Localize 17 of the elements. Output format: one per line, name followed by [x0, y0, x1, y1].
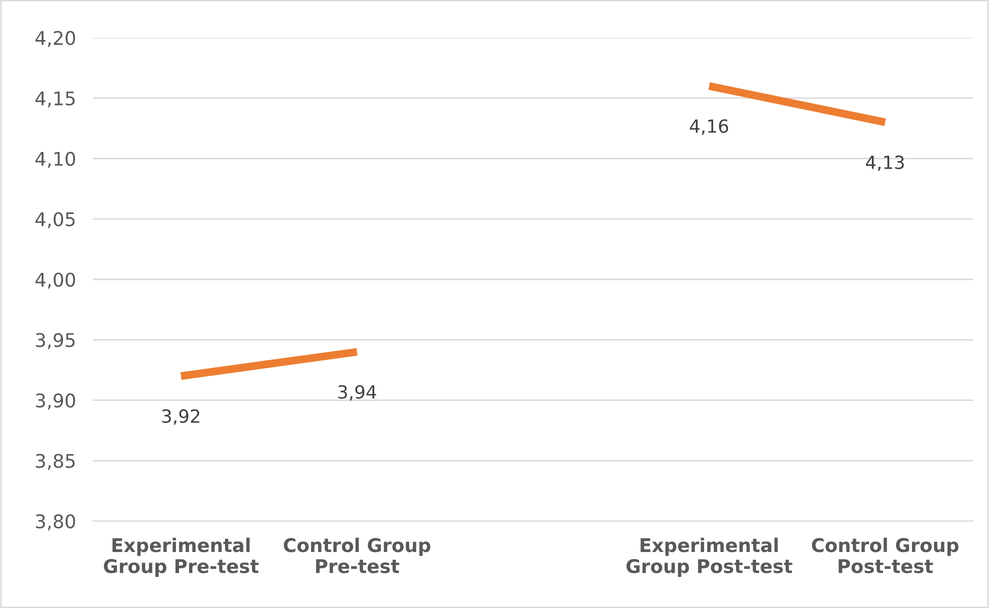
y-tick-label: 4,05: [35, 212, 75, 228]
text: 3,92: [162, 409, 200, 425]
y-tick-label: 4,00: [35, 272, 76, 289]
text: 4,13: [866, 156, 904, 172]
y-tick-label: 4,20: [35, 30, 76, 47]
y-tick-label: 3,80: [36, 514, 76, 530]
x-tick-label: Control Group Post-test: [812, 538, 958, 574]
x-tick-label: Experimental Group Pre-test: [104, 538, 259, 577]
y-tick-label: 4,15: [35, 92, 75, 108]
x-tick-label: Control Group Pre-test: [284, 538, 430, 574]
text: 4,16: [690, 119, 728, 135]
y-tick-label: 3,85: [36, 454, 75, 470]
y-tick-label: 3,95: [36, 333, 75, 350]
y-tick-label: 4,10: [35, 152, 76, 168]
y-tick-label: 3,90: [36, 393, 76, 410]
text: 3,94: [338, 385, 376, 401]
x-tick-label: Experimental Group Post-test: [626, 538, 792, 577]
